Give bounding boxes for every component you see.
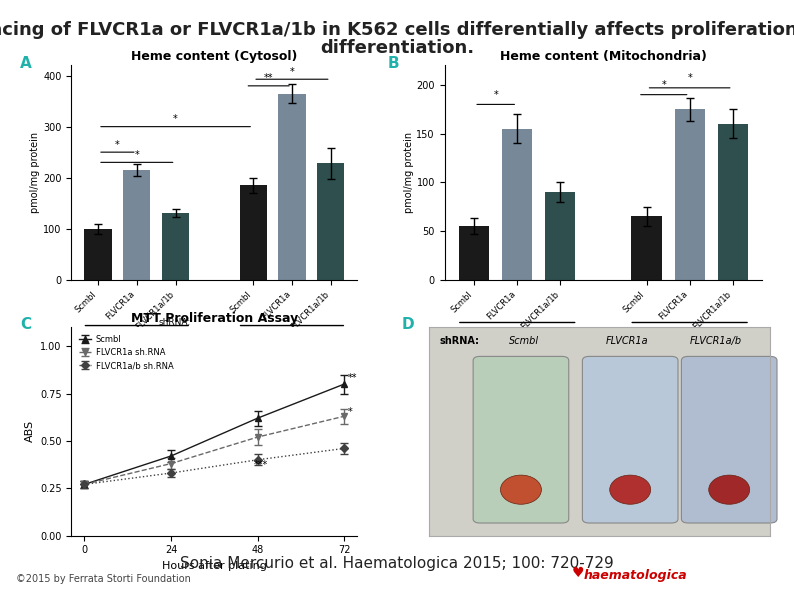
- Text: Silencing of FLVCR1a or FLVCR1a/1b in K562 cells differentially affects prolifer: Silencing of FLVCR1a or FLVCR1a/1b in K5…: [0, 21, 794, 39]
- Text: *: *: [348, 408, 353, 418]
- Text: FLVCR1a: FLVCR1a: [606, 336, 648, 346]
- Y-axis label: ABS: ABS: [25, 420, 35, 443]
- Y-axis label: pmol/mg protein: pmol/mg protein: [403, 132, 414, 213]
- Bar: [675, 109, 705, 280]
- FancyBboxPatch shape: [681, 356, 777, 523]
- Text: FLVCR1a/b: FLVCR1a/b: [689, 336, 742, 346]
- Bar: [631, 217, 661, 280]
- Bar: [718, 124, 748, 280]
- Bar: [502, 129, 532, 280]
- Text: ©2015 by Ferrata Storti Foundation: ©2015 by Ferrata Storti Foundation: [16, 574, 191, 584]
- X-axis label: Hours after plating: Hours after plating: [162, 560, 267, 571]
- Text: A: A: [20, 55, 32, 71]
- Text: haematologica: haematologica: [584, 569, 688, 582]
- Text: Scmbl: Scmbl: [509, 336, 539, 346]
- Bar: [123, 170, 150, 280]
- Text: *: *: [134, 150, 139, 160]
- Legend: Scmbl, FLVCR1a sh.RNA, FLVCR1a/b sh.RNA: Scmbl, FLVCR1a sh.RNA, FLVCR1a/b sh.RNA: [75, 331, 177, 374]
- Text: *: *: [290, 67, 295, 77]
- Ellipse shape: [709, 475, 750, 505]
- Bar: [279, 93, 306, 280]
- Text: Sonia Mercurio et al. Haematologica 2015; 100: 720-729: Sonia Mercurio et al. Haematologica 2015…: [180, 556, 614, 571]
- Text: Sodium Butyrate
(0.5 mM): Sodium Butyrate (0.5 mM): [256, 340, 333, 359]
- Text: C: C: [20, 317, 31, 333]
- Text: ***: ***: [254, 461, 268, 471]
- Text: **: **: [264, 73, 273, 83]
- Text: shRNA:: shRNA:: [158, 318, 191, 327]
- Text: Sodium Butyrate
(0.5 mM): Sodium Butyrate (0.5 mM): [654, 340, 730, 359]
- Y-axis label: pmol/mg protein: pmol/mg protein: [30, 132, 40, 213]
- Text: *: *: [115, 140, 120, 149]
- Bar: [317, 164, 345, 280]
- Title: MTT Proliferation Assay: MTT Proliferation Assay: [131, 312, 298, 325]
- Text: B: B: [387, 55, 399, 71]
- FancyBboxPatch shape: [473, 356, 569, 523]
- Text: *: *: [173, 114, 178, 124]
- Ellipse shape: [610, 475, 650, 505]
- Title: Heme content (Mitochondria): Heme content (Mitochondria): [500, 50, 707, 63]
- Text: *: *: [688, 73, 692, 83]
- Bar: [459, 226, 489, 280]
- Text: *: *: [661, 80, 666, 90]
- Text: shRNA:: shRNA:: [439, 336, 479, 346]
- Text: differentiation.: differentiation.: [320, 39, 474, 57]
- Text: Untreated: Untreated: [491, 340, 538, 349]
- Ellipse shape: [500, 475, 542, 505]
- Bar: [240, 185, 267, 280]
- Text: Untreated: Untreated: [112, 340, 157, 349]
- Bar: [162, 214, 189, 280]
- Text: **: **: [348, 374, 357, 383]
- Bar: [84, 228, 112, 280]
- Bar: [545, 192, 576, 280]
- Text: ♥: ♥: [572, 566, 584, 580]
- Title: Heme content (Cytosol): Heme content (Cytosol): [131, 50, 298, 63]
- Text: D: D: [402, 317, 414, 333]
- FancyBboxPatch shape: [582, 356, 678, 523]
- Text: *: *: [493, 89, 498, 99]
